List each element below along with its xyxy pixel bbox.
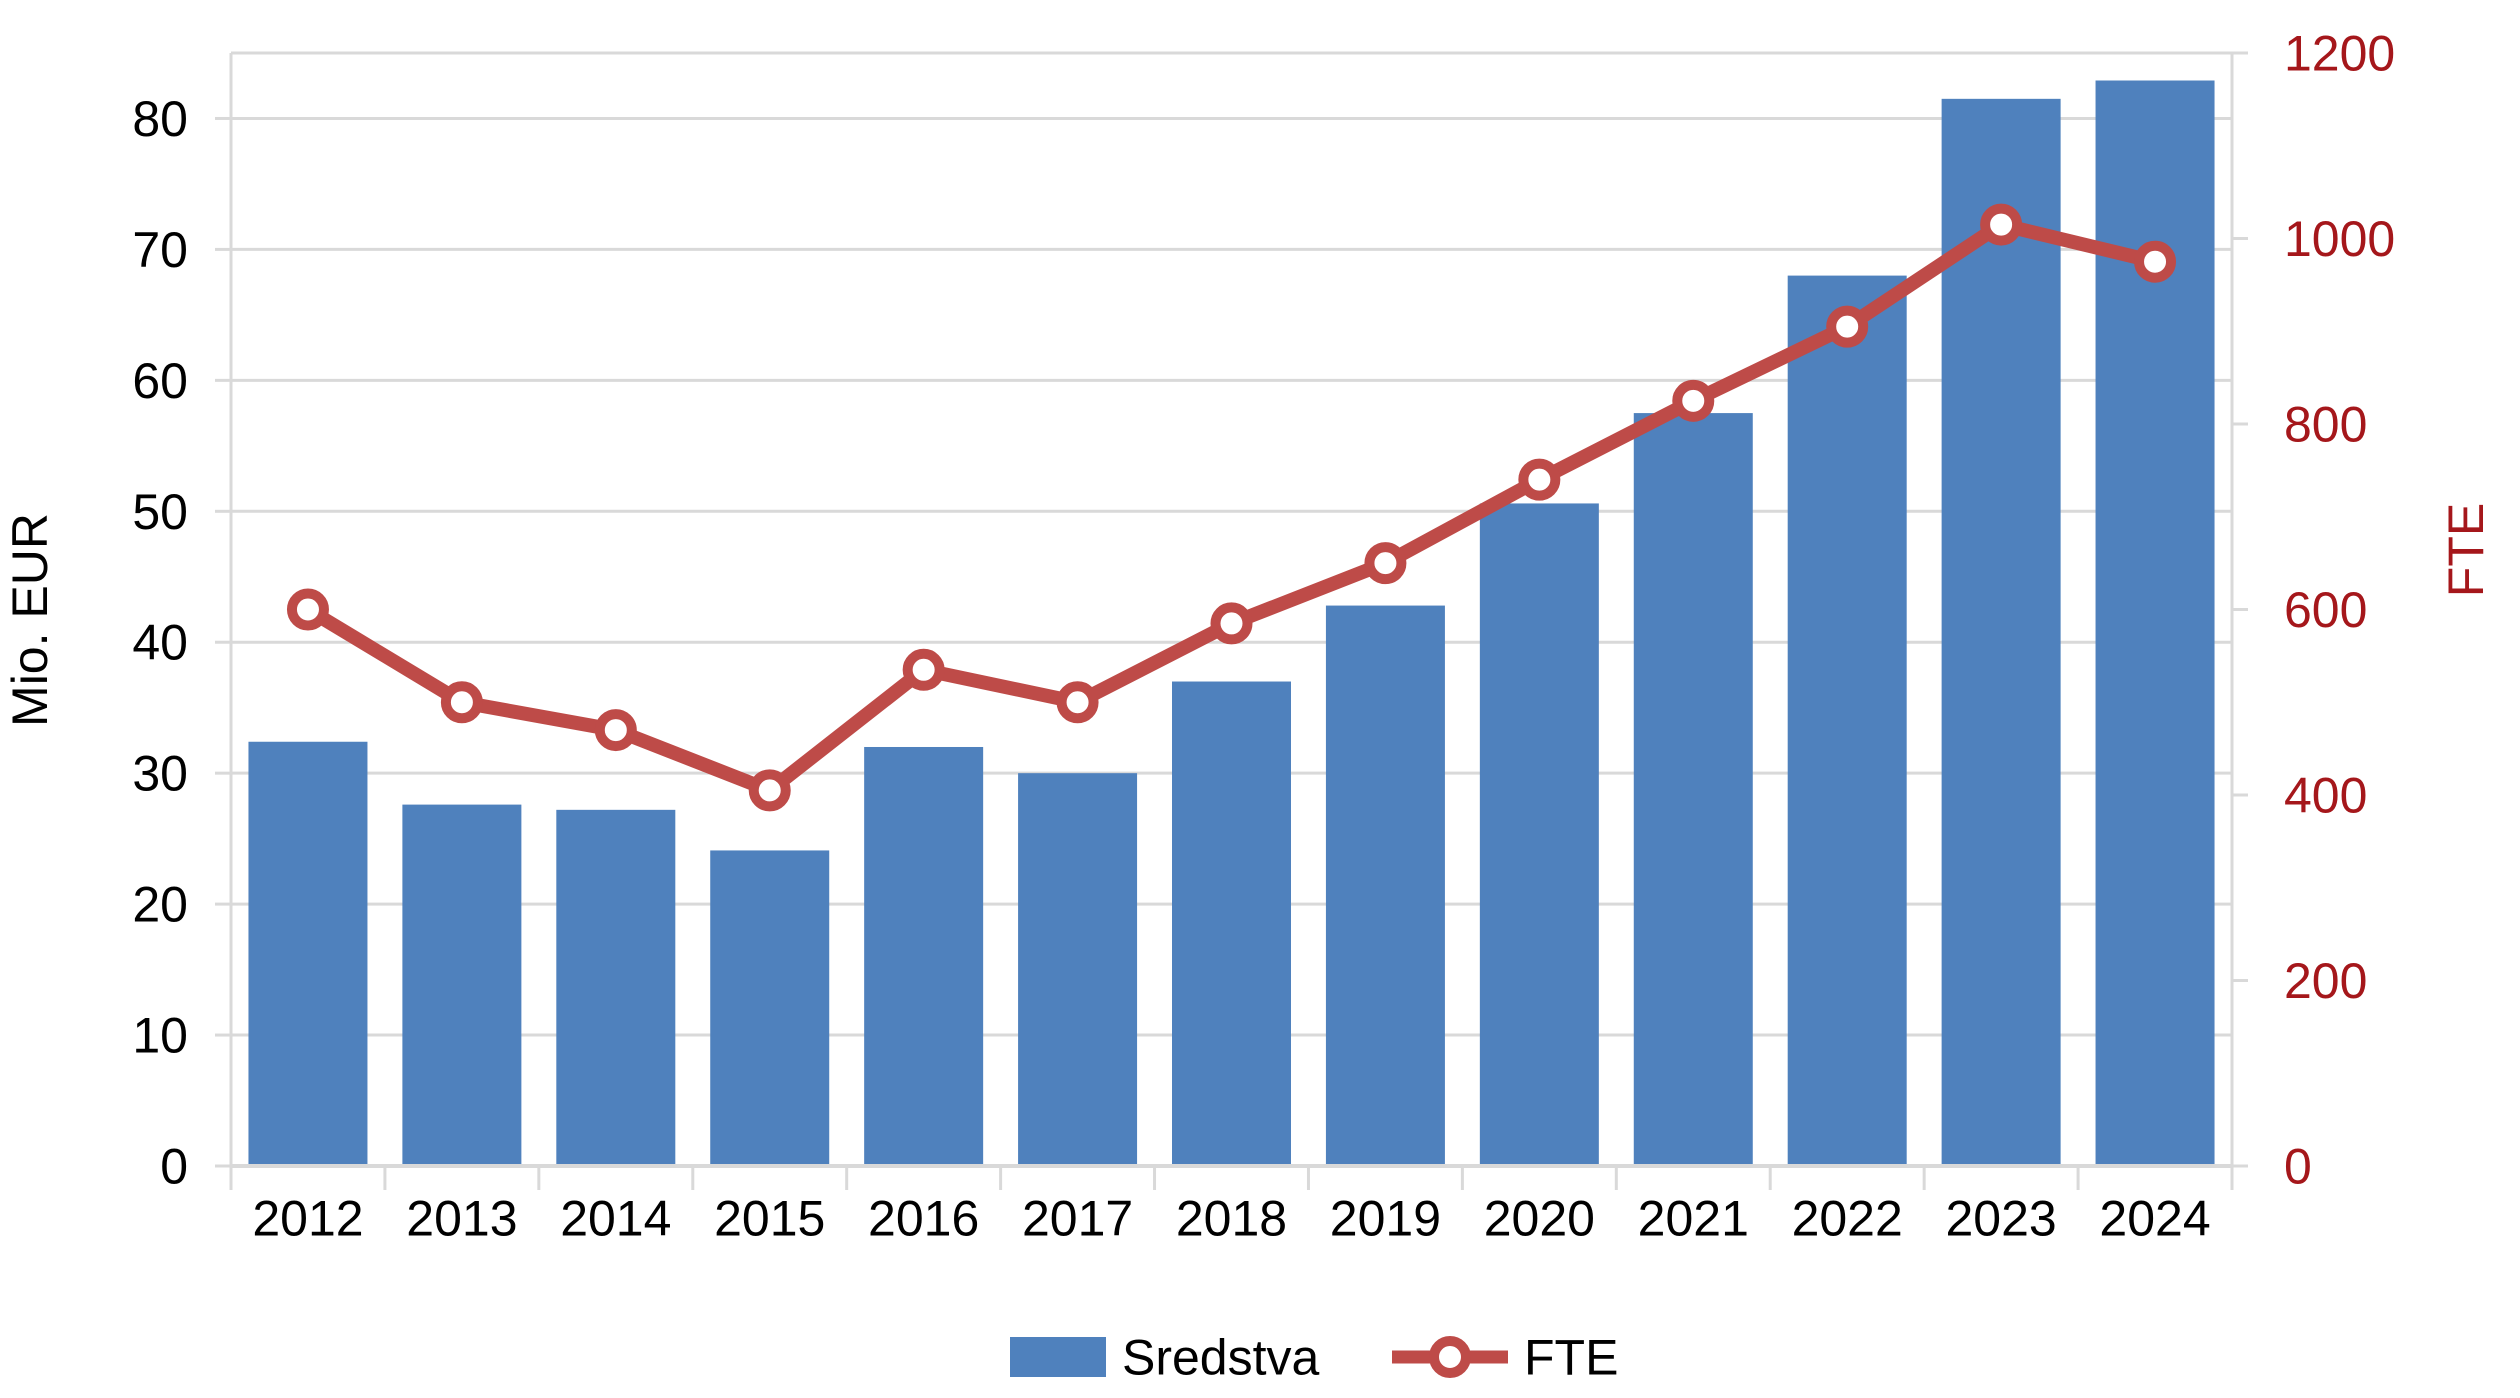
x-axis-label-2018: 2018 bbox=[1176, 1191, 1287, 1247]
fte-marker-2017 bbox=[1056, 681, 1099, 724]
bar-2017 bbox=[1018, 773, 1138, 1166]
x-axis-label-2021: 2021 bbox=[1638, 1191, 1749, 1247]
right-axis-tick-label: 400 bbox=[2284, 768, 2367, 824]
axis-ticks bbox=[215, 51, 2248, 1190]
right-axis-title: FTE bbox=[2438, 503, 2494, 597]
bar-2013 bbox=[402, 804, 522, 1166]
legend-label-fte: FTE bbox=[1524, 1330, 1618, 1386]
x-axis-label-2012: 2012 bbox=[252, 1191, 363, 1247]
fte-marker-2013 bbox=[440, 681, 483, 724]
x-axis-label-2023: 2023 bbox=[1945, 1191, 2056, 1247]
line-series-fte bbox=[286, 203, 2177, 812]
right-axis-tick-label: 1200 bbox=[2284, 26, 2395, 82]
left-axis-tick-label: 20 bbox=[132, 877, 188, 933]
fte-marker-2016 bbox=[902, 648, 945, 691]
bar-2018 bbox=[1172, 681, 1291, 1166]
legend-label-sredstva: Sredstva bbox=[1122, 1330, 1320, 1386]
fte-marker-2018 bbox=[1210, 602, 1253, 645]
legend: Sredstva FTE bbox=[1010, 1330, 1618, 1386]
bar-2022 bbox=[1787, 275, 1907, 1167]
legend-swatch-sredstva bbox=[1010, 1337, 1106, 1377]
left-axis-tick-label: 70 bbox=[132, 222, 188, 278]
right-axis-tick-label: 0 bbox=[2284, 1139, 2312, 1195]
left-axis-tick-label: 30 bbox=[132, 746, 188, 802]
fte-marker-2024 bbox=[2134, 240, 2177, 283]
bar-2023 bbox=[1941, 98, 2061, 1166]
axis-labels: 0102030405060708002004006008001000120020… bbox=[132, 26, 2395, 1247]
x-axis-label-2022: 2022 bbox=[1792, 1191, 1903, 1247]
fte-marker-2014 bbox=[594, 709, 637, 752]
right-axis-tick-label: 1000 bbox=[2284, 211, 2395, 267]
right-axis-tick-label: 600 bbox=[2284, 582, 2367, 638]
fte-marker-2022 bbox=[1826, 305, 1869, 348]
left-axis-tick-label: 50 bbox=[132, 484, 188, 540]
bar-2012 bbox=[248, 741, 368, 1166]
fte-marker-2021 bbox=[1672, 379, 1715, 422]
x-axis-label-2017: 2017 bbox=[1022, 1191, 1133, 1247]
left-axis-tick-label: 60 bbox=[132, 353, 188, 409]
x-axis-label-2014: 2014 bbox=[560, 1191, 671, 1247]
left-axis-tick-label: 80 bbox=[132, 91, 188, 147]
fte-marker-2023 bbox=[1980, 203, 2023, 246]
bar-2016 bbox=[864, 746, 984, 1166]
x-axis-label-2013: 2013 bbox=[406, 1191, 517, 1247]
x-axis-label-2016: 2016 bbox=[868, 1191, 979, 1247]
fte-marker-2015 bbox=[748, 769, 791, 812]
left-axis-tick-label: 40 bbox=[132, 615, 188, 671]
bar-series-sredstva bbox=[248, 80, 2215, 1167]
fte-marker-2019 bbox=[1364, 542, 1407, 585]
right-axis-tick-label: 200 bbox=[2284, 953, 2367, 1009]
legend-marker-fte bbox=[1429, 1336, 1471, 1378]
bar-2020 bbox=[1479, 503, 1599, 1167]
x-axis-label-2019: 2019 bbox=[1330, 1191, 1441, 1247]
x-axis-label-2015: 2015 bbox=[714, 1191, 825, 1247]
fte-marker-2020 bbox=[1518, 458, 1561, 501]
left-axis-title: Mio. EUR bbox=[2, 513, 58, 727]
left-axis-tick-label: 10 bbox=[132, 1008, 188, 1064]
x-axis-label-2020: 2020 bbox=[1484, 1191, 1595, 1247]
left-axis-tick-label: 0 bbox=[160, 1139, 188, 1195]
plot-border bbox=[229, 51, 2234, 1168]
bar-2019 bbox=[1325, 605, 1445, 1166]
right-axis-tick-label: 800 bbox=[2284, 397, 2367, 453]
fte-marker-2012 bbox=[286, 588, 329, 631]
bar-2015 bbox=[710, 850, 830, 1166]
bar-2014 bbox=[556, 809, 676, 1166]
bar-2021 bbox=[1633, 413, 1753, 1166]
x-axis-label-2024: 2024 bbox=[2099, 1191, 2210, 1247]
